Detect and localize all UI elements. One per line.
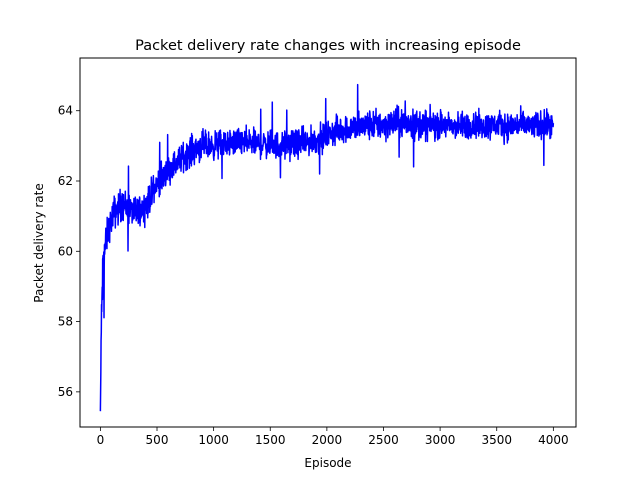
x-tick-label: 500: [146, 433, 169, 447]
x-tick-label: 0: [97, 433, 105, 447]
y-tick-label: 60: [58, 244, 73, 258]
y-tick-label: 58: [58, 315, 73, 329]
x-tick-label: 1500: [255, 433, 286, 447]
series-line: [99, 83, 555, 412]
chart-title: Packet delivery rate changes with increa…: [135, 38, 521, 54]
x-tick-label: 3000: [425, 433, 456, 447]
series-layer: [99, 83, 555, 412]
plot-frame: [79, 57, 577, 428]
y-axis: 56 58 60 62 64: [58, 104, 80, 399]
x-tick-label: 2500: [368, 433, 399, 447]
x-tick-label: 3500: [481, 433, 512, 447]
y-tick-label: 64: [58, 104, 73, 118]
plot-area: [99, 83, 555, 412]
x-axis-label: Episode: [304, 456, 351, 470]
y-tick-label: 62: [58, 174, 73, 188]
x-axis: 0 500 1000 1500 2000 2500 3000 3500 4000: [97, 427, 569, 447]
x-tick-label: 1000: [198, 433, 229, 447]
x-tick-label: 4000: [538, 433, 569, 447]
y-axis-label: Packet delivery rate: [32, 183, 46, 302]
y-tick-label: 56: [58, 385, 73, 399]
x-tick-label: 2000: [312, 433, 343, 447]
